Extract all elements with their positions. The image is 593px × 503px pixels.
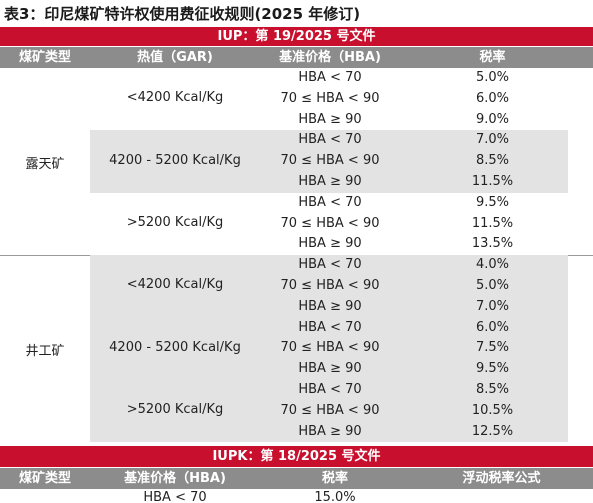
- calorific-value-cell: <4200 Kcal/Kg: [126, 90, 224, 106]
- hba-cell: 70 ≤ HBA < 90: [280, 153, 380, 169]
- table-title: 表3：印尼煤矿特许权使用费征收规则(2025 年修订): [4, 5, 361, 23]
- iup-header-row: 煤矿类型 热值（GAR) 基准价格（HBA) 税率: [0, 47, 593, 68]
- hba-cell: 70 ≤ HBA < 90: [280, 340, 380, 356]
- calorific-value-cell: 4200 - 5200 Kcal/Kg: [109, 339, 241, 355]
- iupk-header-formula: 浮动税率公式: [462, 471, 541, 486]
- rate-cell: 4.0%: [475, 257, 510, 273]
- rate-cell: 8.5%: [475, 382, 510, 397]
- iupk-header-mine-type: 煤矿类型: [18, 471, 71, 486]
- hba-cell: HBA < 70: [298, 319, 362, 335]
- rate-cell: 5.0%: [475, 70, 510, 85]
- shaded-band: [90, 317, 568, 380]
- iupk-header-rate: 税率: [321, 471, 348, 486]
- rate-cell: 10.5%: [471, 402, 514, 418]
- calorific-value-cell: >5200 Kcal/Kg: [126, 215, 224, 230]
- mine-type-label: 露天矿: [25, 156, 65, 172]
- header-mine-type: 煤矿类型: [18, 50, 71, 65]
- calorific-value-cell: 4200 - 5200 Kcal/Kg: [109, 152, 241, 168]
- rate-cell: 11.5%: [471, 215, 514, 231]
- hba-cell: HBA ≥ 90: [298, 111, 362, 127]
- hba-cell: HBA ≥ 90: [298, 236, 362, 252]
- rate-cell: 9.5%: [475, 194, 510, 210]
- rate-cell: 9.0%: [475, 111, 510, 127]
- rate-cell: 9.5%: [475, 361, 510, 377]
- header-calorific-value: 热值（GAR): [137, 50, 213, 65]
- hba-cell: HBA < 70: [298, 382, 362, 397]
- rate-cell: 7.0%: [475, 132, 510, 148]
- rate-cell: 8.5%: [475, 153, 510, 169]
- iupk-band: IUPK：第 18/2025 号文件: [0, 446, 593, 467]
- calorific-value-cell: >5200 Kcal/Kg: [126, 402, 224, 418]
- rate-cell: 13.5%: [471, 236, 514, 252]
- hba-cell: 70 ≤ HBA < 90: [280, 278, 380, 293]
- hba-cell: HBA < 70: [298, 132, 362, 148]
- shaded-band: [90, 130, 568, 193]
- hba-cell: HBA ≥ 90: [298, 174, 362, 189]
- iupk-header-row: 煤矿类型 基准价格（HBA) 税率 浮动税率公式: [0, 468, 593, 489]
- hba-cell: 70 ≤ HBA < 90: [280, 90, 380, 106]
- iupk-row-hba: HBA < 70: [143, 490, 207, 503]
- hba-cell: HBA ≥ 90: [298, 423, 362, 439]
- iupk-header-hba: 基准价格（HBA): [124, 471, 226, 486]
- hba-cell: HBA < 70: [298, 70, 362, 85]
- hba-cell: 70 ≤ HBA < 90: [280, 215, 380, 231]
- header-hba: 基准价格（HBA): [279, 50, 381, 65]
- rate-cell: 6.0%: [475, 90, 510, 106]
- header-rate: 税率: [479, 50, 506, 65]
- hba-cell: HBA < 70: [298, 257, 362, 273]
- hba-cell: HBA < 70: [298, 194, 362, 210]
- rate-cell: 7.0%: [475, 298, 510, 314]
- rate-cell: 7.5%: [475, 340, 510, 356]
- hba-cell: HBA ≥ 90: [298, 361, 362, 377]
- shaded-band: [90, 255, 568, 318]
- calorific-value-cell: <4200 Kcal/Kg: [126, 277, 224, 293]
- rate-cell: 11.5%: [471, 174, 514, 189]
- hba-cell: 70 ≤ HBA < 90: [280, 402, 380, 418]
- rate-cell: 6.0%: [475, 319, 510, 335]
- rate-cell: 12.5%: [471, 423, 514, 439]
- iupk-row-rate: 15.0%: [314, 490, 356, 503]
- rate-cell: 5.0%: [475, 278, 510, 293]
- shaded-band: [90, 380, 568, 443]
- iup-band: IUP：第 19/2025 号文件: [0, 27, 593, 46]
- hba-cell: HBA ≥ 90: [298, 298, 362, 314]
- mine-type-label: 井工矿: [25, 343, 65, 359]
